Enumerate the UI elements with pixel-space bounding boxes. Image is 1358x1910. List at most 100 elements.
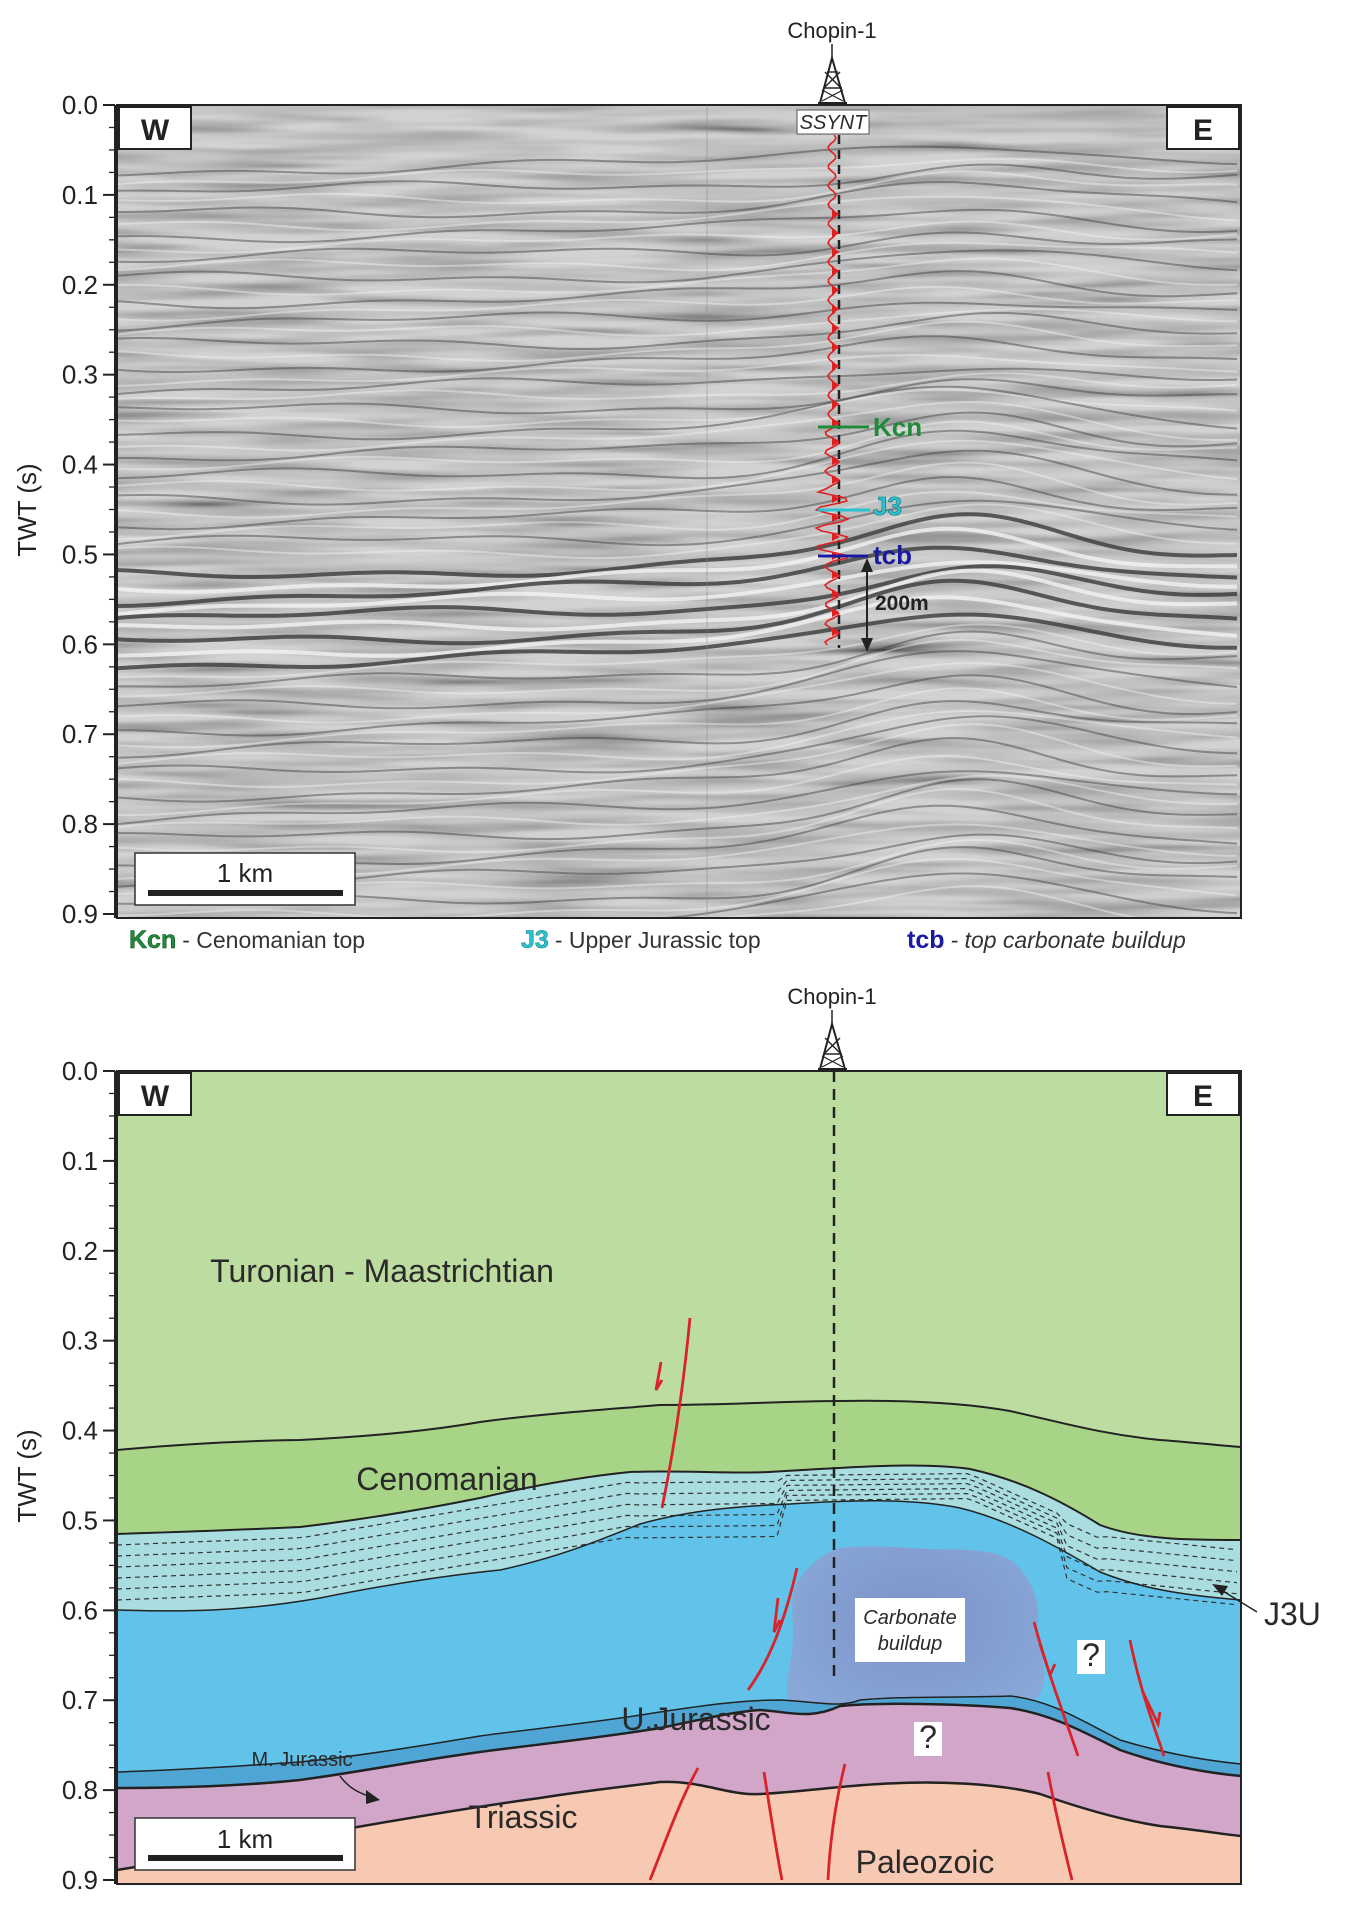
- legend-code-tcb: tcb: [907, 926, 945, 954]
- axis-tick-label: 0.8: [62, 1775, 98, 1805]
- axis-tick-label: 0.9: [62, 1865, 98, 1895]
- reflector: [117, 770, 1238, 826]
- east-box-bottom: [1166, 1072, 1240, 1116]
- reflector: [117, 301, 1238, 332]
- reflector: [117, 700, 1238, 759]
- ssynt-box: [796, 109, 870, 135]
- j3-horizon-label: J3: [873, 491, 902, 521]
- label-u-jurassic: U.Jurassic: [621, 1701, 770, 1737]
- reflector: [117, 778, 1238, 841]
- reflector: [117, 476, 1238, 531]
- west-box-bottom: [118, 1072, 192, 1116]
- label-triassic: Triassic: [468, 1799, 577, 1835]
- axis-tick-label: 0.6: [62, 629, 98, 659]
- reflector: [117, 285, 1237, 322]
- reflector: [117, 687, 1238, 749]
- reflector: [117, 512, 1238, 579]
- fault-arrow-3: [1038, 1643, 1057, 1679]
- reflector: [706, 885, 1145, 918]
- scale-bar-label-bottom: 1 km: [217, 1824, 273, 1854]
- label-buildup-line1: Carbonate: [863, 1607, 956, 1629]
- label-cenomanian: Cenomanian: [356, 1461, 537, 1497]
- reflector: [117, 420, 1238, 471]
- reflector: [117, 578, 1238, 646]
- question-mark-2: ?: [919, 1719, 937, 1755]
- kcn-horizon-label: Kcn: [873, 412, 922, 442]
- synthetic-lobe: [832, 419, 840, 427]
- legend-item-kcn: Kcn - Cenomanian top: [129, 926, 365, 954]
- reflector: [117, 662, 1238, 724]
- axis-bottom: TWT (s) 0.0 0.1 0.2 0.3 0.4 0.5 0.6 0.7 0.8 0.9: [12, 1056, 116, 1895]
- reflector: [117, 503, 1238, 560]
- fault-7: [826, 1763, 847, 1881]
- reflector: [117, 270, 1238, 310]
- reflector: [117, 388, 1238, 428]
- reflector: [117, 564, 1238, 620]
- axis-tick-label: 0.8: [62, 809, 98, 839]
- buildup-label-box: [855, 1598, 965, 1662]
- reflector: [651, 872, 1238, 918]
- reflector: [117, 335, 1238, 373]
- reflector: [117, 385, 1238, 441]
- seismic-panel: W E SSYNT Kcn J3 tcb 200m 1 km: [116, 104, 1242, 919]
- reflector: [117, 710, 1238, 765]
- scale-bar-box-top: [134, 852, 356, 906]
- synthetic-lobe: [832, 609, 840, 617]
- synthetic-lobe: [832, 628, 840, 636]
- synthetic-lobe: [832, 495, 840, 503]
- reflector: [117, 560, 1238, 617]
- axis-tick-label: 0.2: [62, 1236, 98, 1266]
- synthetic-lobe: [832, 248, 840, 256]
- reflector: [117, 755, 1238, 817]
- synthetic-lobe: [832, 286, 840, 294]
- faults: [648, 1317, 1166, 1881]
- synthetic-lobe: [832, 267, 840, 275]
- legend-desc-j3: - Upper Jurassic top: [555, 927, 761, 953]
- west-label-bottom: W: [141, 1080, 170, 1113]
- axis-tick-label: 0.3: [62, 360, 98, 390]
- fault-arrow-2: [772, 1597, 782, 1633]
- geology-frame: [116, 1070, 1242, 1885]
- reflector: [117, 145, 1238, 177]
- axis-tick-label: 0.0: [62, 1056, 98, 1086]
- reflector: [117, 411, 1238, 462]
- axis-title-bottom: TWT (s): [12, 1429, 42, 1522]
- reflector: [117, 461, 1238, 519]
- legend-code-j3: J3: [521, 926, 549, 954]
- horizon-legend: Kcn - Cenomanian top J3- Upper Jurassic t…: [129, 926, 1186, 955]
- well-derrick-top: Chopin-1: [787, 18, 877, 104]
- reflector: [117, 163, 1238, 193]
- axis-tick-label: 0.4: [62, 450, 98, 480]
- j3u-layering: [117, 1472, 1238, 1606]
- reflector: [117, 208, 1238, 244]
- reflector: [117, 612, 1238, 671]
- axis-tick-label: 0.5: [62, 1505, 98, 1535]
- synthetic-lobe: [832, 400, 840, 408]
- seismic-frame: [116, 104, 1242, 919]
- fault-2: [746, 1567, 799, 1691]
- well-name-top: Chopin-1: [787, 18, 876, 43]
- synthetic-lobe: [832, 514, 840, 522]
- synthetic-lobe: [832, 362, 840, 370]
- reflector: [117, 312, 1238, 350]
- axis-tick-label: 0.7: [62, 719, 98, 749]
- axis-tick-label: 0.3: [62, 1326, 98, 1356]
- synthetic-trace: [814, 134, 851, 646]
- reflector: [117, 526, 1238, 594]
- synthetic-lobe: [832, 324, 840, 332]
- fault-5: [648, 1767, 700, 1881]
- question-mark-1: ?: [1082, 1637, 1100, 1673]
- reflector: [117, 231, 1238, 263]
- reflector: [117, 595, 1238, 658]
- reflector: [117, 499, 1238, 547]
- scale-bar-top: [148, 890, 343, 896]
- west-box: [118, 106, 192, 150]
- reflector: [117, 378, 1237, 415]
- well-name-bottom: Chopin-1: [787, 984, 876, 1009]
- west-label: W: [141, 114, 170, 147]
- m-jurassic-leader-arrow: [366, 1790, 380, 1804]
- reflector: [117, 650, 1238, 710]
- axis-top: TWT (s) 0.0 0.1 0.2 0.3 0.4 0.5 0.6 0.7 0.8 0.9: [12, 90, 116, 929]
- legend-desc-kcn: - Cenomanian top: [182, 927, 365, 953]
- legend-item-tcb: tcb - top carbonate buildup: [907, 926, 1186, 954]
